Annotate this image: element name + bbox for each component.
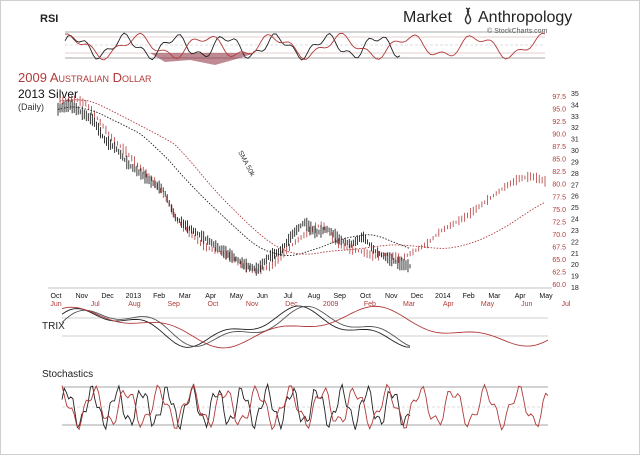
x-bottom-tick-label: Jul — [562, 301, 571, 308]
brand-left: Market — [403, 9, 452, 26]
rsi-label: RSI — [40, 13, 58, 25]
silver-y-tick-label: 33 — [571, 114, 579, 121]
x-bottom-tick-label: Jun — [521, 301, 532, 308]
silver-y-tick-label: 34 — [571, 102, 579, 109]
trix-panel — [61, 305, 549, 349]
x-bottom-tick-label: Dec — [285, 301, 298, 308]
aud-y-tick-label: 65.0 — [552, 257, 566, 264]
silver-y-tick-label: 22 — [571, 239, 579, 246]
x-top-tick-label: 2013 — [126, 293, 142, 300]
x-top-tick-label: Sep — [333, 293, 346, 300]
silver-y-tick-label: 35 — [571, 91, 579, 98]
silver-y-tick-label: 29 — [571, 159, 579, 166]
x-top-tick-label: Mar — [179, 293, 192, 300]
aud-y-tick-label: 72.5 — [552, 219, 566, 226]
x-bottom-tick-label: Apr — [443, 301, 455, 308]
trix-label: TRIX — [42, 321, 65, 332]
brand-right: Anthropology — [478, 9, 572, 26]
silver-y-tick-label: 21 — [571, 251, 579, 258]
stochastics-panel — [61, 382, 549, 431]
aud-y-tick-label: 90.0 — [552, 132, 566, 139]
x-top-tick-label: Aug — [308, 293, 321, 300]
silver-y-tick-label: 30 — [571, 148, 579, 155]
x-top-tick-label: Feb — [153, 293, 165, 300]
rsi-silver-line — [64, 32, 401, 61]
x-bottom-tick-label: 2009 — [323, 301, 339, 308]
x-bottom-tick-label: Mar — [403, 301, 416, 308]
aud-moving-average-line — [59, 99, 546, 255]
silver-y-tick-label: 31 — [571, 137, 579, 144]
aud-y-tick-label: 75.0 — [552, 207, 566, 214]
x-top-tick-label: 2014 — [435, 293, 451, 300]
x-bottom-tick-label: Feb — [364, 301, 376, 308]
rsi-panel — [64, 31, 546, 65]
silver-y-tick-label: 18 — [571, 285, 579, 292]
x-top-tick-label: Dec — [101, 293, 114, 300]
aud-y-tick-label: 92.5 — [552, 119, 566, 126]
silver-y-tick-label: 32 — [571, 125, 579, 132]
aud-y-tick-label: 70.0 — [552, 232, 566, 239]
x-top-tick-label: May — [230, 293, 244, 300]
aud-y-tick-label: 82.5 — [552, 169, 566, 176]
stochastics-silver-line — [61, 382, 411, 431]
x-bottom-tick-label: Sep — [167, 301, 180, 308]
stochastics-label: Stochastics — [42, 369, 93, 380]
aud-y-tick-label: 62.5 — [552, 269, 566, 276]
x-bottom-tick-label: Jul — [91, 301, 100, 308]
dna-helix-icon — [464, 7, 472, 25]
aud-y-tick-label: 97.5 — [552, 94, 566, 101]
silver-y-tick-label: 20 — [571, 262, 579, 269]
trix-silver-signal-line — [61, 305, 411, 347]
aud-y-tick-label: 67.5 — [552, 244, 566, 251]
x-top-tick-label: Apr — [515, 293, 527, 300]
x-top-tick-label: Jun — [257, 293, 268, 300]
x-top-tick-label: Nov — [385, 293, 398, 300]
price-panel — [48, 95, 552, 289]
aud-y-tick-label: 85.0 — [552, 157, 566, 164]
silver-y-tick-label: 26 — [571, 194, 579, 201]
silver-y-axis: 35 34 33 32 31 30 29 28 27 26 25 24 23 22 21 20 19 18 — [571, 91, 579, 292]
x-top-tick-label: Jul — [284, 293, 293, 300]
x-bottom-tick-label: Nov — [246, 301, 259, 308]
silver-y-tick-label: 27 — [571, 182, 579, 189]
x-top-tick-label: Feb — [463, 293, 475, 300]
aud-y-tick-label: 80.0 — [552, 182, 566, 189]
x-top-tick-label: Oct — [51, 293, 62, 300]
aud-y-tick-label: 95.0 — [552, 107, 566, 114]
stochastics-aud-line — [61, 383, 549, 431]
silver-y-tick-label: 19 — [571, 274, 579, 281]
x-top-tick-label: Mar — [488, 293, 501, 300]
silver-y-tick-label: 28 — [571, 171, 579, 178]
rsi-oversold-fill — [150, 53, 255, 65]
silver-y-tick-label: 23 — [571, 228, 579, 235]
x-bottom-tick-label: Jun — [50, 301, 61, 308]
x-bottom-tick-label: Aug — [128, 301, 141, 308]
x-top-tick-label: May — [539, 293, 553, 300]
x-top-tick-label: Apr — [205, 293, 217, 300]
trix-silver-line — [61, 305, 411, 348]
x-axis-2009: Jun Jul Aug Sep Oct Nov Dec 2009 Feb Mar Apr May Jun… — [50, 301, 571, 308]
aud-y-tick-label: 60.0 — [552, 282, 566, 289]
x-bottom-tick-label: May — [481, 301, 495, 308]
title-aud: 2009 Australian Dollar — [18, 70, 152, 85]
x-top-tick-label: Oct — [360, 293, 371, 300]
x-axis-2013: Oct Nov Dec 2013 Feb Mar Apr May Jun Jul Aug Sep Oct… — [51, 293, 554, 300]
x-bottom-tick-label: Oct — [207, 301, 218, 308]
x-top-tick-label: Nov — [76, 293, 89, 300]
title-silver: 2013 Silver — [18, 87, 78, 101]
silver-y-tick-label: 24 — [571, 217, 579, 224]
aud-y-tick-label: 77.5 — [552, 194, 566, 201]
credit: © StockCharts.com — [487, 27, 548, 35]
silver-y-tick-label: 25 — [571, 205, 579, 212]
aud-y-tick-label: 87.5 — [552, 144, 566, 151]
silver-moving-average-line — [57, 106, 411, 256]
x-top-tick-label: Dec — [411, 293, 424, 300]
trix-aud-line — [61, 305, 549, 349]
aud-y-axis: 97.5 95.0 92.5 90.0 87.5 85.0 82.5 80.0 77.5 75.0… — [552, 94, 566, 289]
subtitle-daily: (Daily) — [18, 102, 44, 112]
rsi-aud-line — [64, 32, 546, 61]
